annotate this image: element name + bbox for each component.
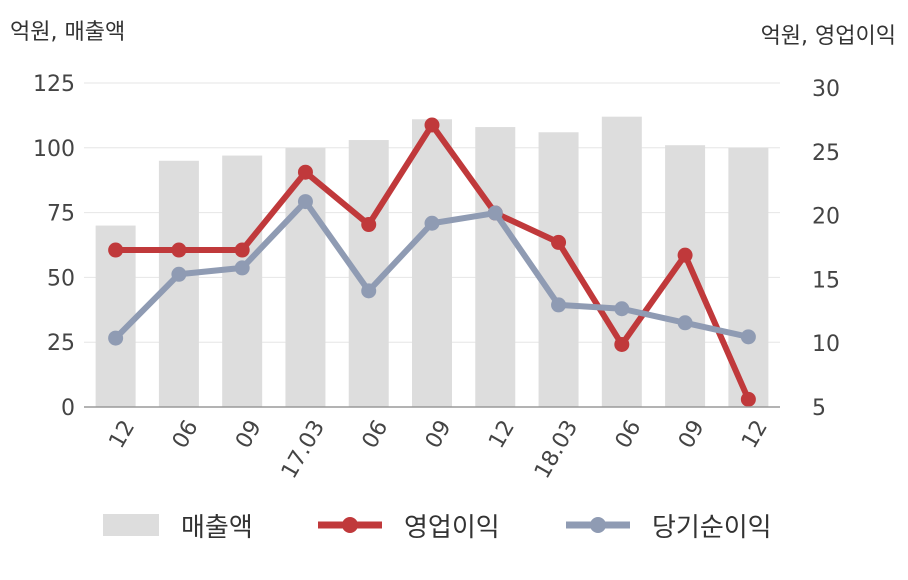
legend-label-net-income: 당기순이익 [652, 512, 772, 543]
line-series-group [108, 117, 756, 407]
y-left-tick-label: 50 [47, 266, 75, 291]
y-right-tick-label: 25 [812, 141, 840, 166]
x-tick-label: 18.03 [530, 416, 583, 483]
y-left-tick-label: 25 [47, 331, 75, 356]
point-operating-profit [677, 247, 693, 263]
x-tick-label: 17.03 [277, 416, 330, 483]
bar [475, 127, 516, 408]
legend-bar-swatch [103, 514, 159, 536]
bar [601, 116, 642, 408]
point-net-income [551, 297, 567, 313]
left-axis-unit-label: 억원, 매출액 [10, 20, 126, 45]
legend: 매출액 영업이익 당기순이익 [0, 505, 908, 545]
point-net-income [234, 260, 250, 276]
point-operating-profit [424, 117, 440, 133]
point-net-income [171, 266, 187, 282]
y-right-tick-label: 30 [812, 77, 840, 102]
point-operating-profit [171, 242, 187, 258]
legend-item-operating-profit: 영업이익 [318, 505, 500, 545]
point-operating-profit [614, 336, 630, 352]
bar [538, 132, 579, 408]
point-net-income [677, 315, 693, 331]
legend-line-swatch-operating-profit [318, 517, 382, 533]
y-left-tick-label: 75 [47, 202, 75, 227]
x-tick-label: 09 [421, 416, 457, 453]
point-net-income [740, 329, 756, 345]
point-operating-profit [297, 164, 313, 180]
y-right-tick-label: 20 [812, 205, 840, 230]
legend-label-operating-profit: 영업이익 [404, 512, 500, 543]
y-right-tick-label: 5 [812, 396, 826, 421]
point-net-income [487, 205, 503, 221]
y-left-tick-label: 0 [61, 396, 75, 421]
bar [222, 155, 263, 407]
point-net-income [424, 215, 440, 231]
x-tick-label: 06 [611, 416, 647, 453]
legend-item-revenue: 매출액 [103, 505, 253, 545]
bar-series-revenue [95, 116, 769, 408]
point-operating-profit [234, 242, 250, 258]
right-axis-unit-label: 억원, 영업이익 [760, 24, 896, 49]
y-right-tick-label: 10 [812, 332, 840, 357]
y-right-tick-label: 15 [812, 268, 840, 293]
x-tick-label: 12 [484, 416, 520, 453]
point-net-income [361, 283, 377, 299]
x-tick-label: 12 [105, 416, 141, 453]
bar [158, 160, 199, 407]
legend-label-revenue: 매출액 [181, 512, 253, 543]
bar [412, 119, 452, 408]
point-net-income [614, 301, 630, 317]
x-tick-label: 06 [358, 416, 394, 453]
combo-chart: 0 25 50 75 100 125 5 10 15 20 25 30 12 06 09 17.03 06 09 1… [33, 72, 840, 483]
x-tick-label: 12 [737, 416, 773, 453]
point-net-income [108, 330, 124, 346]
y-left-tick-label: 100 [33, 137, 75, 162]
point-operating-profit [740, 391, 756, 407]
x-tick-label: 09 [674, 416, 710, 453]
point-operating-profit [551, 234, 567, 250]
point-net-income [297, 194, 313, 210]
y-left-tick-label: 125 [33, 72, 75, 97]
point-operating-profit [108, 242, 124, 258]
legend-item-net-income: 당기순이익 [566, 505, 772, 545]
x-tick-label: 09 [231, 416, 267, 453]
point-operating-profit [361, 217, 377, 233]
legend-line-swatch-net-income [566, 517, 630, 533]
x-tick-label: 06 [168, 416, 204, 453]
